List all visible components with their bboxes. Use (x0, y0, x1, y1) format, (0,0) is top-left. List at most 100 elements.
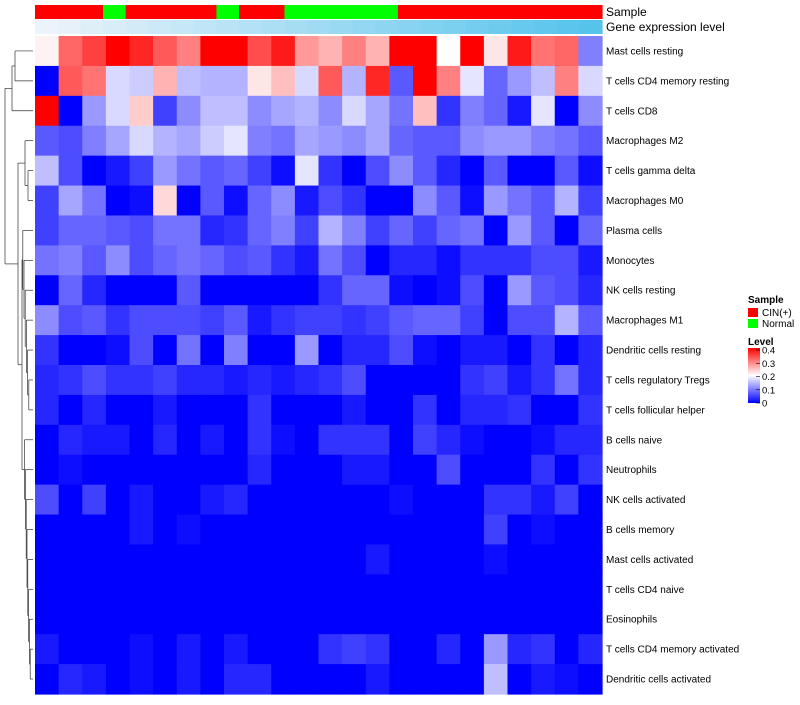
heatmap-cell (389, 65, 414, 97)
heatmap-cell (105, 454, 131, 486)
sample-annotation-cell (533, 5, 558, 19)
heatmap-cell (318, 65, 343, 97)
heatmap-cell (271, 335, 296, 366)
heatmap-cell (153, 125, 178, 157)
heatmap-cell (554, 394, 579, 426)
heatmap-cell (342, 36, 367, 67)
heatmap-cell (271, 65, 296, 97)
heatmap-cell (176, 185, 201, 217)
heatmap-cell (365, 36, 390, 67)
heatmap-cell (483, 185, 509, 217)
row-label: NK cells activated (606, 495, 685, 506)
heatmap-cell (460, 574, 485, 605)
heatmap-cell (531, 514, 556, 546)
heatmap-cell (365, 574, 390, 605)
heatmap-cell (578, 394, 603, 426)
heatmap-cell (342, 424, 367, 456)
heatmap-cell (507, 185, 532, 217)
heatmap-cell (58, 544, 83, 575)
heatmap-cell (507, 574, 532, 605)
heatmap-cell (129, 245, 154, 276)
legend-tick-label: 0.1 (762, 385, 775, 396)
heatmap-cell (578, 664, 603, 695)
heatmap-cell (294, 484, 320, 516)
heatmap-cell (342, 215, 367, 246)
heatmap-cell (200, 65, 225, 97)
heatmap-cell (200, 245, 225, 276)
heatmap-cell (578, 155, 603, 187)
heatmap-cell (200, 335, 225, 366)
heatmap-cell (105, 574, 131, 605)
heatmap-cell (271, 185, 296, 217)
heatmap-cell (389, 155, 414, 187)
heatmap-cell (271, 574, 296, 605)
heatmap-cell (436, 305, 461, 336)
heatmap-cell (153, 544, 178, 575)
heatmap-cell (247, 574, 272, 605)
heatmap-cell (389, 664, 414, 695)
heatmap-cell (460, 305, 485, 336)
sample-annotation-cell (193, 5, 218, 19)
heatmap-cell (318, 305, 343, 336)
row-label: T cells regulatory Tregs (606, 375, 710, 386)
sample-annotation-cell (57, 5, 81, 19)
heatmap-cell (365, 155, 390, 187)
heatmap-cell (507, 424, 532, 456)
heatmap-cell (129, 305, 154, 336)
heatmap-cell (176, 394, 201, 426)
heatmap-cell (200, 664, 225, 695)
heatmap-cell (460, 95, 485, 127)
sample-annotation-cell (465, 5, 490, 19)
heatmap-cell (318, 245, 343, 276)
heatmap-cell (153, 664, 178, 695)
row-label: T cells CD4 naive (606, 585, 685, 596)
heatmap-cell (200, 95, 225, 127)
heatmap-cell (365, 484, 390, 516)
heatmap-cell (365, 65, 390, 97)
heatmap-cell (271, 36, 296, 67)
heatmap-cell (35, 95, 60, 127)
heatmap-cell (318, 185, 343, 217)
heatmap-cell (176, 664, 201, 695)
heatmap-cell (460, 634, 485, 665)
heatmap-cell (153, 275, 178, 306)
heatmap-cell (58, 634, 83, 665)
heatmap-cell (389, 185, 414, 217)
legend-tick-label: 0.3 (762, 359, 775, 370)
heatmap-cell (35, 394, 60, 426)
heatmap-cell (294, 125, 320, 157)
heatmap-cell (460, 245, 485, 276)
heatmap-cell (531, 484, 556, 516)
heatmap-cell (460, 335, 485, 366)
sample-annotation-cell (216, 5, 240, 19)
heatmap-cell (554, 604, 579, 635)
heatmap-cell (176, 514, 201, 546)
gene-expression-annotation-cell (556, 20, 580, 34)
heatmap-cell (507, 514, 532, 546)
sample-annotation-cell (556, 5, 580, 19)
heatmap-cell (129, 514, 154, 546)
heatmap-cell (271, 484, 296, 516)
heatmap-cell (413, 65, 438, 97)
heatmap-cell (342, 544, 367, 575)
heatmap-cell (176, 65, 201, 97)
heatmap-cell (413, 544, 438, 575)
sample-annotation-cell (375, 5, 399, 19)
heatmap-cell (318, 664, 343, 695)
heatmap-cell (507, 155, 532, 187)
heatmap-cell (58, 484, 83, 516)
heatmap-cell (271, 664, 296, 695)
heatmap-cell (105, 65, 131, 97)
heatmap-cell (294, 305, 320, 336)
heatmap-cell (105, 36, 131, 67)
heatmap-cell (129, 604, 154, 635)
row-label: B cells naive (606, 435, 663, 446)
sample-annotation-cell (239, 5, 263, 19)
heatmap-cell (342, 245, 367, 276)
heatmap-cell (483, 215, 509, 246)
heatmap-cell (318, 454, 343, 486)
heatmap-cell (105, 394, 131, 426)
row-label: Monocytes (606, 256, 654, 267)
heatmap-cell (342, 95, 367, 127)
heatmap-cell (436, 335, 461, 366)
